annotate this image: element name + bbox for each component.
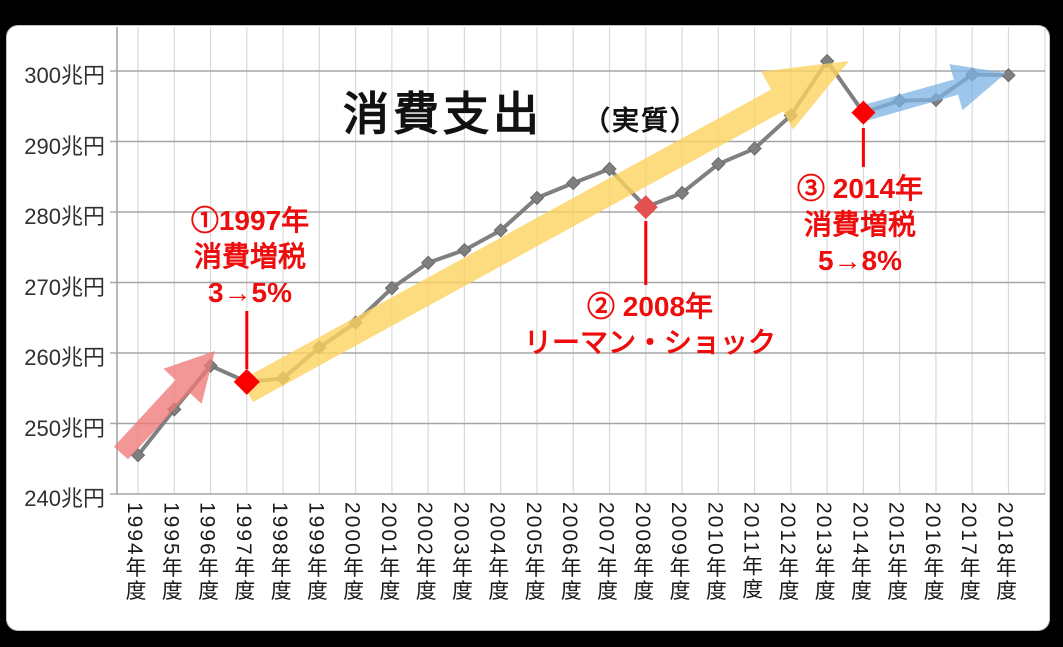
x-axis-tick-label: 2002年度	[413, 502, 437, 603]
x-axis-tick-label: 2017年度	[957, 502, 981, 603]
x-axis-tick-label: 2006年度	[558, 502, 582, 603]
annotation-line: リーマン・ショック	[523, 327, 777, 358]
x-axis-tick-label: 2014年度	[848, 502, 872, 603]
annotation-line: 3→5%	[207, 277, 293, 308]
data-point-marker	[420, 255, 436, 270]
x-axis-tick-label: 2009年度	[667, 502, 691, 603]
highlight-point-marker	[851, 100, 876, 125]
x-axis-tick-label: 2007年度	[594, 502, 618, 603]
data-point-marker	[457, 242, 472, 258]
trend-arrow-2014-2018	[858, 64, 1006, 122]
x-axis-tick-label: 2016年度	[920, 502, 944, 603]
x-axis-tick-label: 1994年度	[123, 502, 146, 603]
annotation-line: ①1997年	[190, 205, 310, 236]
trend-arrow-1994-1996	[114, 351, 215, 460]
y-axis-tick-label: 300兆円	[24, 63, 105, 88]
x-axis-tick-label: 2015年度	[884, 502, 908, 603]
data-point-marker	[674, 185, 690, 201]
annotation-line: ③ 2014年	[796, 173, 924, 204]
y-axis-tick-label: 290兆円	[24, 133, 105, 159]
x-axis-tick-label: 1995年度	[159, 502, 183, 603]
data-point-marker	[747, 141, 762, 156]
annotation-line: 消費増税	[193, 241, 307, 272]
x-axis-tick-label: 2011年度	[739, 502, 763, 602]
highlight-point-marker	[233, 368, 260, 395]
x-axis-tick-label: 2005年度	[521, 502, 545, 603]
y-axis-tick-label: 270兆円	[24, 274, 105, 300]
annotation-tax1997: ①1997年 消費増税 3→5%	[191, 203, 309, 311]
x-axis-tick-label: 1999年度	[304, 502, 328, 603]
y-axis-tick-label: 280兆円	[24, 204, 105, 229]
x-axis-tick-label: 2010年度	[703, 502, 727, 603]
chart-title-group: 消費支出 （実質）	[343, 78, 699, 144]
x-axis-tick-label: 2000年度	[340, 502, 364, 603]
data-point-marker	[602, 161, 617, 177]
x-axis-tick-label: 2012年度	[775, 502, 799, 603]
x-axis-tick-label: 2008年度	[630, 502, 654, 603]
annotation-line: ② 2008年	[586, 291, 714, 322]
x-axis-tick-label: 2018年度	[993, 502, 1017, 603]
x-axis-tick-label: 1998年度	[268, 502, 292, 603]
x-axis-tick-label: 2004年度	[485, 502, 509, 603]
data-point-marker	[711, 156, 726, 172]
trend-arrow-1997-2013	[241, 61, 849, 402]
highlight-point-marker	[633, 195, 658, 220]
x-axis-tick-label: 2013年度	[812, 502, 836, 603]
y-axis-tick-label: 260兆円	[24, 345, 105, 370]
data-point-marker	[493, 223, 508, 238]
y-axis-tick-label: 250兆円	[24, 415, 105, 441]
annotation-line: 消費増税	[803, 209, 917, 240]
chart-subtitle: （実質）	[583, 106, 699, 136]
chart-title: 消費支出	[343, 88, 543, 140]
x-axis-tick-label: 2003年度	[449, 502, 473, 603]
annotation-lehman2008: ② 2008年リーマン・ショック	[524, 289, 776, 361]
annotation-line: 5→8%	[817, 245, 903, 276]
x-axis-tick-label: 2001年度	[376, 502, 400, 603]
chart-area-background	[6, 25, 1050, 631]
data-point-marker	[566, 175, 581, 191]
x-axis-tick-label: 1997年度	[231, 502, 255, 603]
x-axis-tick-label: 1996年度	[195, 502, 219, 603]
data-point-marker	[529, 190, 545, 206]
data-point-marker	[384, 280, 400, 296]
y-axis-tick-label: 240兆円	[24, 486, 105, 511]
annotation-tax2014: ③ 2014年 消費増税 5→8%	[797, 171, 923, 279]
